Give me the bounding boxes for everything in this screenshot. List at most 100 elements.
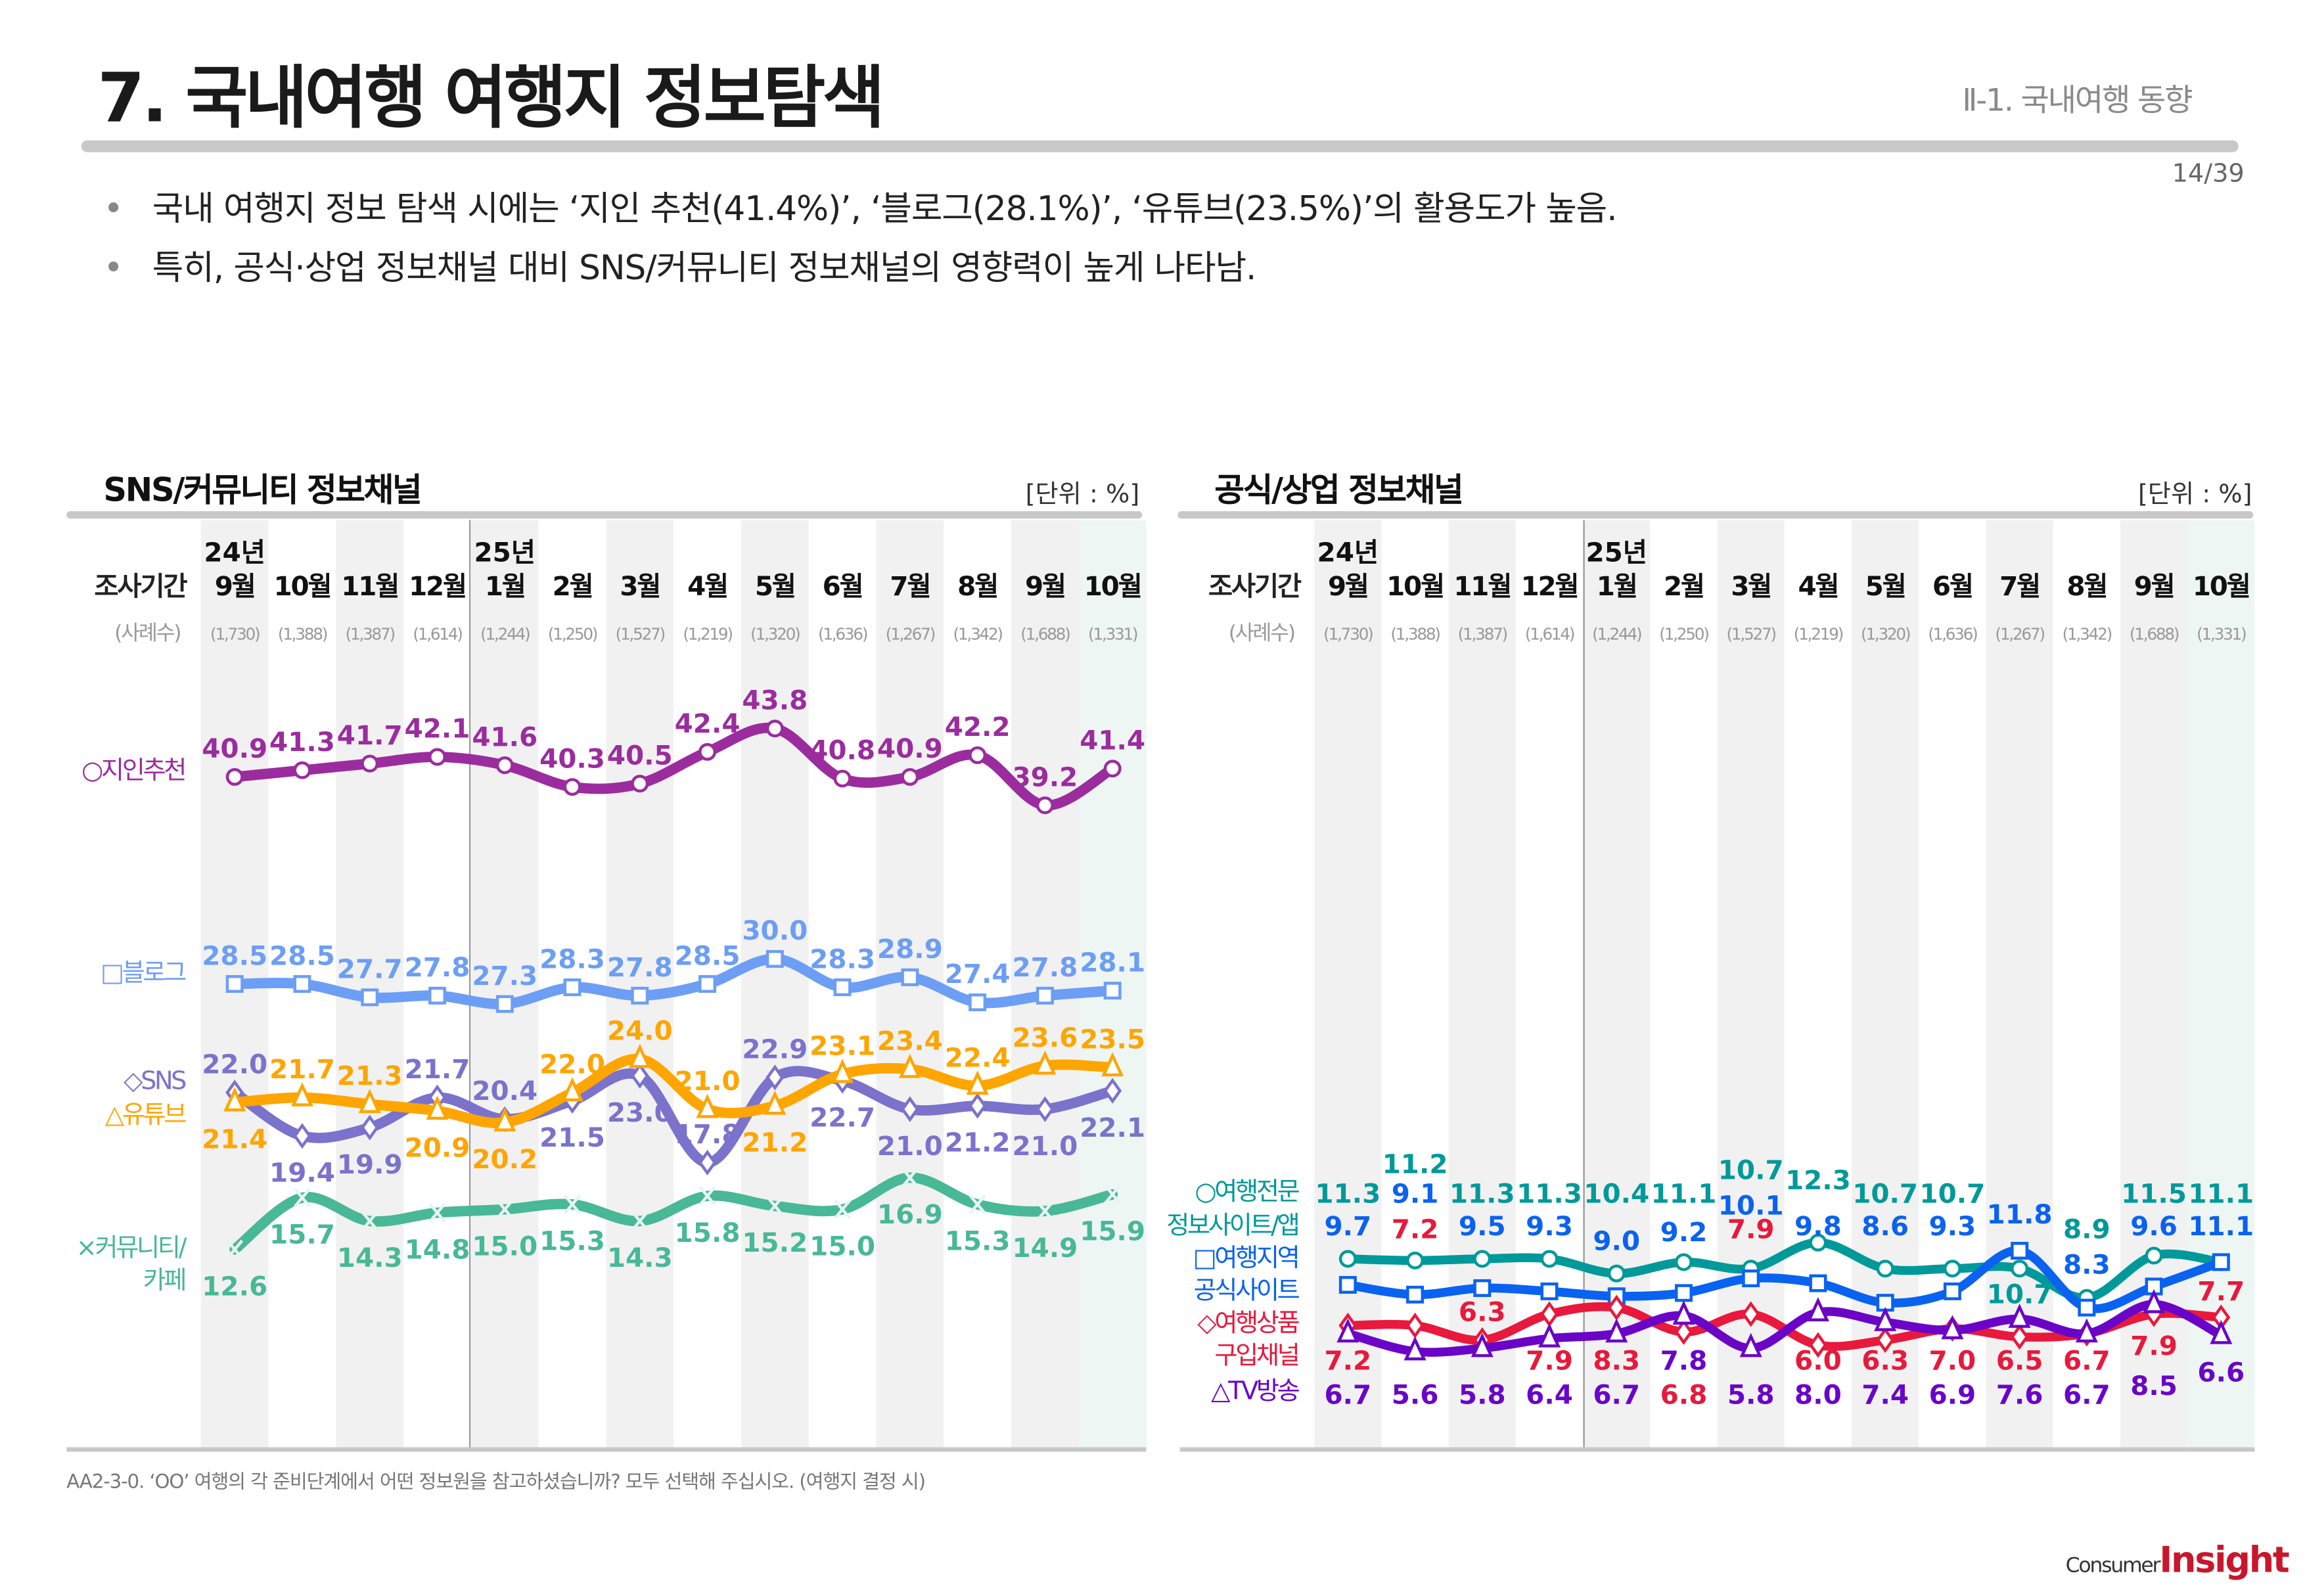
bullet-text: 특히, 공식·상업 정보채널 대비 SNS/커뮤니티 정보채널의 영향력이 높게…	[152, 250, 1257, 288]
triangle-marker	[1101, 1052, 1124, 1077]
sample-size: (1,730)	[210, 625, 260, 644]
data-label: 10.1	[1718, 1189, 1784, 1221]
column-stripe	[1314, 520, 1382, 1448]
circle-marker	[969, 746, 987, 764]
circle-marker	[1607, 1264, 1626, 1283]
data-label: 28.5	[269, 940, 335, 971]
month-label: 1월	[1597, 570, 1637, 602]
data-label: 20.4	[472, 1075, 537, 1106]
title-divider	[81, 140, 2239, 152]
data-label: 20.9	[405, 1131, 470, 1163]
column-stripe	[2187, 520, 2255, 1448]
sample-size: (1,331)	[2197, 625, 2246, 644]
month-label: 6월	[823, 570, 863, 602]
square-marker	[1943, 1282, 1961, 1300]
data-label: 10.7	[1852, 1177, 1918, 1209]
section-label: Ⅱ-1. 국내여행 동향	[1962, 82, 2193, 118]
sample-size: (1,267)	[886, 625, 935, 644]
triangle-marker	[1941, 1315, 1964, 1340]
data-label: 7.4	[1861, 1379, 1909, 1410]
data-label: 21.2	[742, 1127, 808, 1158]
data-label: 12.6	[202, 1270, 267, 1302]
month-label: 11월	[1453, 570, 1511, 602]
legend-label: 공식사이트	[1194, 1277, 1300, 1306]
sample-size: (1,219)	[1794, 625, 1843, 644]
data-label: 9.6	[2130, 1210, 2178, 1242]
data-label: 9.3	[1929, 1210, 1976, 1242]
logo-text-consumer: Consumer	[2065, 1554, 2161, 1578]
data-label: 27.3	[472, 960, 537, 992]
data-label: 7.2	[1324, 1345, 1371, 1377]
data-label: 42.4	[675, 708, 741, 739]
circle-marker	[631, 775, 649, 793]
sample-size: (1,267)	[1995, 625, 2044, 644]
circle-marker	[293, 761, 311, 779]
left-chart-divider	[66, 511, 1143, 519]
legend-label: ◇여행상품	[1197, 1309, 1299, 1338]
data-label: 14.9	[1012, 1232, 1078, 1264]
sample-size: (1,219)	[683, 625, 732, 644]
axis-row-label: 조사기간	[1208, 570, 1302, 602]
square-marker	[1103, 982, 1122, 1000]
month-label: 10월	[1084, 570, 1141, 602]
triangle-marker	[1336, 1318, 1359, 1343]
square-marker	[1674, 1284, 1693, 1302]
data-label: 22.9	[742, 1034, 808, 1065]
survey-question-footnote: AA2-3-0. ‘OO’ 여행의 각 준비단계에서 어떤 정보원을 참고하셨습…	[66, 1471, 926, 1494]
x-marker	[766, 1196, 784, 1216]
data-label: 6.5	[1996, 1345, 2043, 1377]
year-label: 24년	[204, 537, 265, 568]
square-marker	[901, 968, 919, 986]
data-label: 17.8	[675, 1118, 741, 1150]
sample-size: (1,388)	[1390, 625, 1440, 644]
x-marker	[428, 1202, 446, 1223]
data-label: 23.0	[607, 1097, 673, 1128]
sample-size: (1,614)	[413, 625, 462, 644]
series-line	[229, 1066, 1118, 1168]
column-stripe	[1011, 520, 1079, 1448]
data-label: 27.4	[945, 958, 1011, 990]
month-label: 9월	[1025, 570, 1065, 602]
circle-marker	[698, 742, 717, 761]
data-label: 28.9	[877, 933, 943, 965]
data-label: 10.7	[1718, 1154, 1784, 1185]
data-label: 28.5	[675, 940, 741, 971]
data-label: 22.4	[945, 1041, 1011, 1073]
sample-size: (1,387)	[1458, 625, 1507, 644]
bullet-dot-icon: •	[103, 250, 124, 288]
column-stripe	[470, 520, 539, 1448]
left-chart-title: SNS/커뮤니티 정보채널	[103, 472, 422, 510]
circle-marker	[495, 756, 514, 775]
triangle-marker	[1874, 1307, 1897, 1331]
sample-size: (1,331)	[1088, 625, 1137, 644]
square-marker	[765, 949, 784, 968]
diamond-marker	[1741, 1301, 1760, 1327]
column-stripe	[403, 520, 471, 1448]
circle-marker	[2145, 1246, 2163, 1265]
circle-marker	[361, 754, 379, 773]
square-marker	[969, 993, 987, 1011]
data-label: 22.0	[539, 1048, 605, 1080]
diamond-marker	[1607, 1294, 1626, 1321]
logo-text-insight: Insight	[2159, 1539, 2289, 1582]
diamond-marker	[1405, 1312, 1425, 1338]
sample-size: (1,320)	[1861, 625, 1910, 644]
data-label: 9.8	[1794, 1210, 1842, 1242]
data-label: 23.1	[810, 1030, 875, 1062]
triangle-marker	[2210, 1319, 2233, 1344]
sample-size: (1,527)	[616, 625, 665, 644]
sample-size: (1,688)	[1020, 625, 1070, 644]
data-label: 9.2	[1660, 1216, 1708, 1248]
month-label: 8월	[2066, 570, 2107, 602]
legend-label: 카페	[143, 1266, 185, 1295]
diamond-marker	[630, 1062, 649, 1089]
sample-size: (1,250)	[548, 625, 597, 644]
data-label: 15.7	[269, 1218, 335, 1250]
data-label: 40.5	[607, 739, 673, 771]
x-marker	[901, 1168, 919, 1188]
data-label: 21.5	[539, 1122, 605, 1153]
circle-marker	[2011, 1260, 2029, 1278]
data-label: 6.6	[2197, 1357, 2245, 1388]
month-label: 9월	[2134, 570, 2174, 602]
x-marker	[1104, 1184, 1122, 1204]
